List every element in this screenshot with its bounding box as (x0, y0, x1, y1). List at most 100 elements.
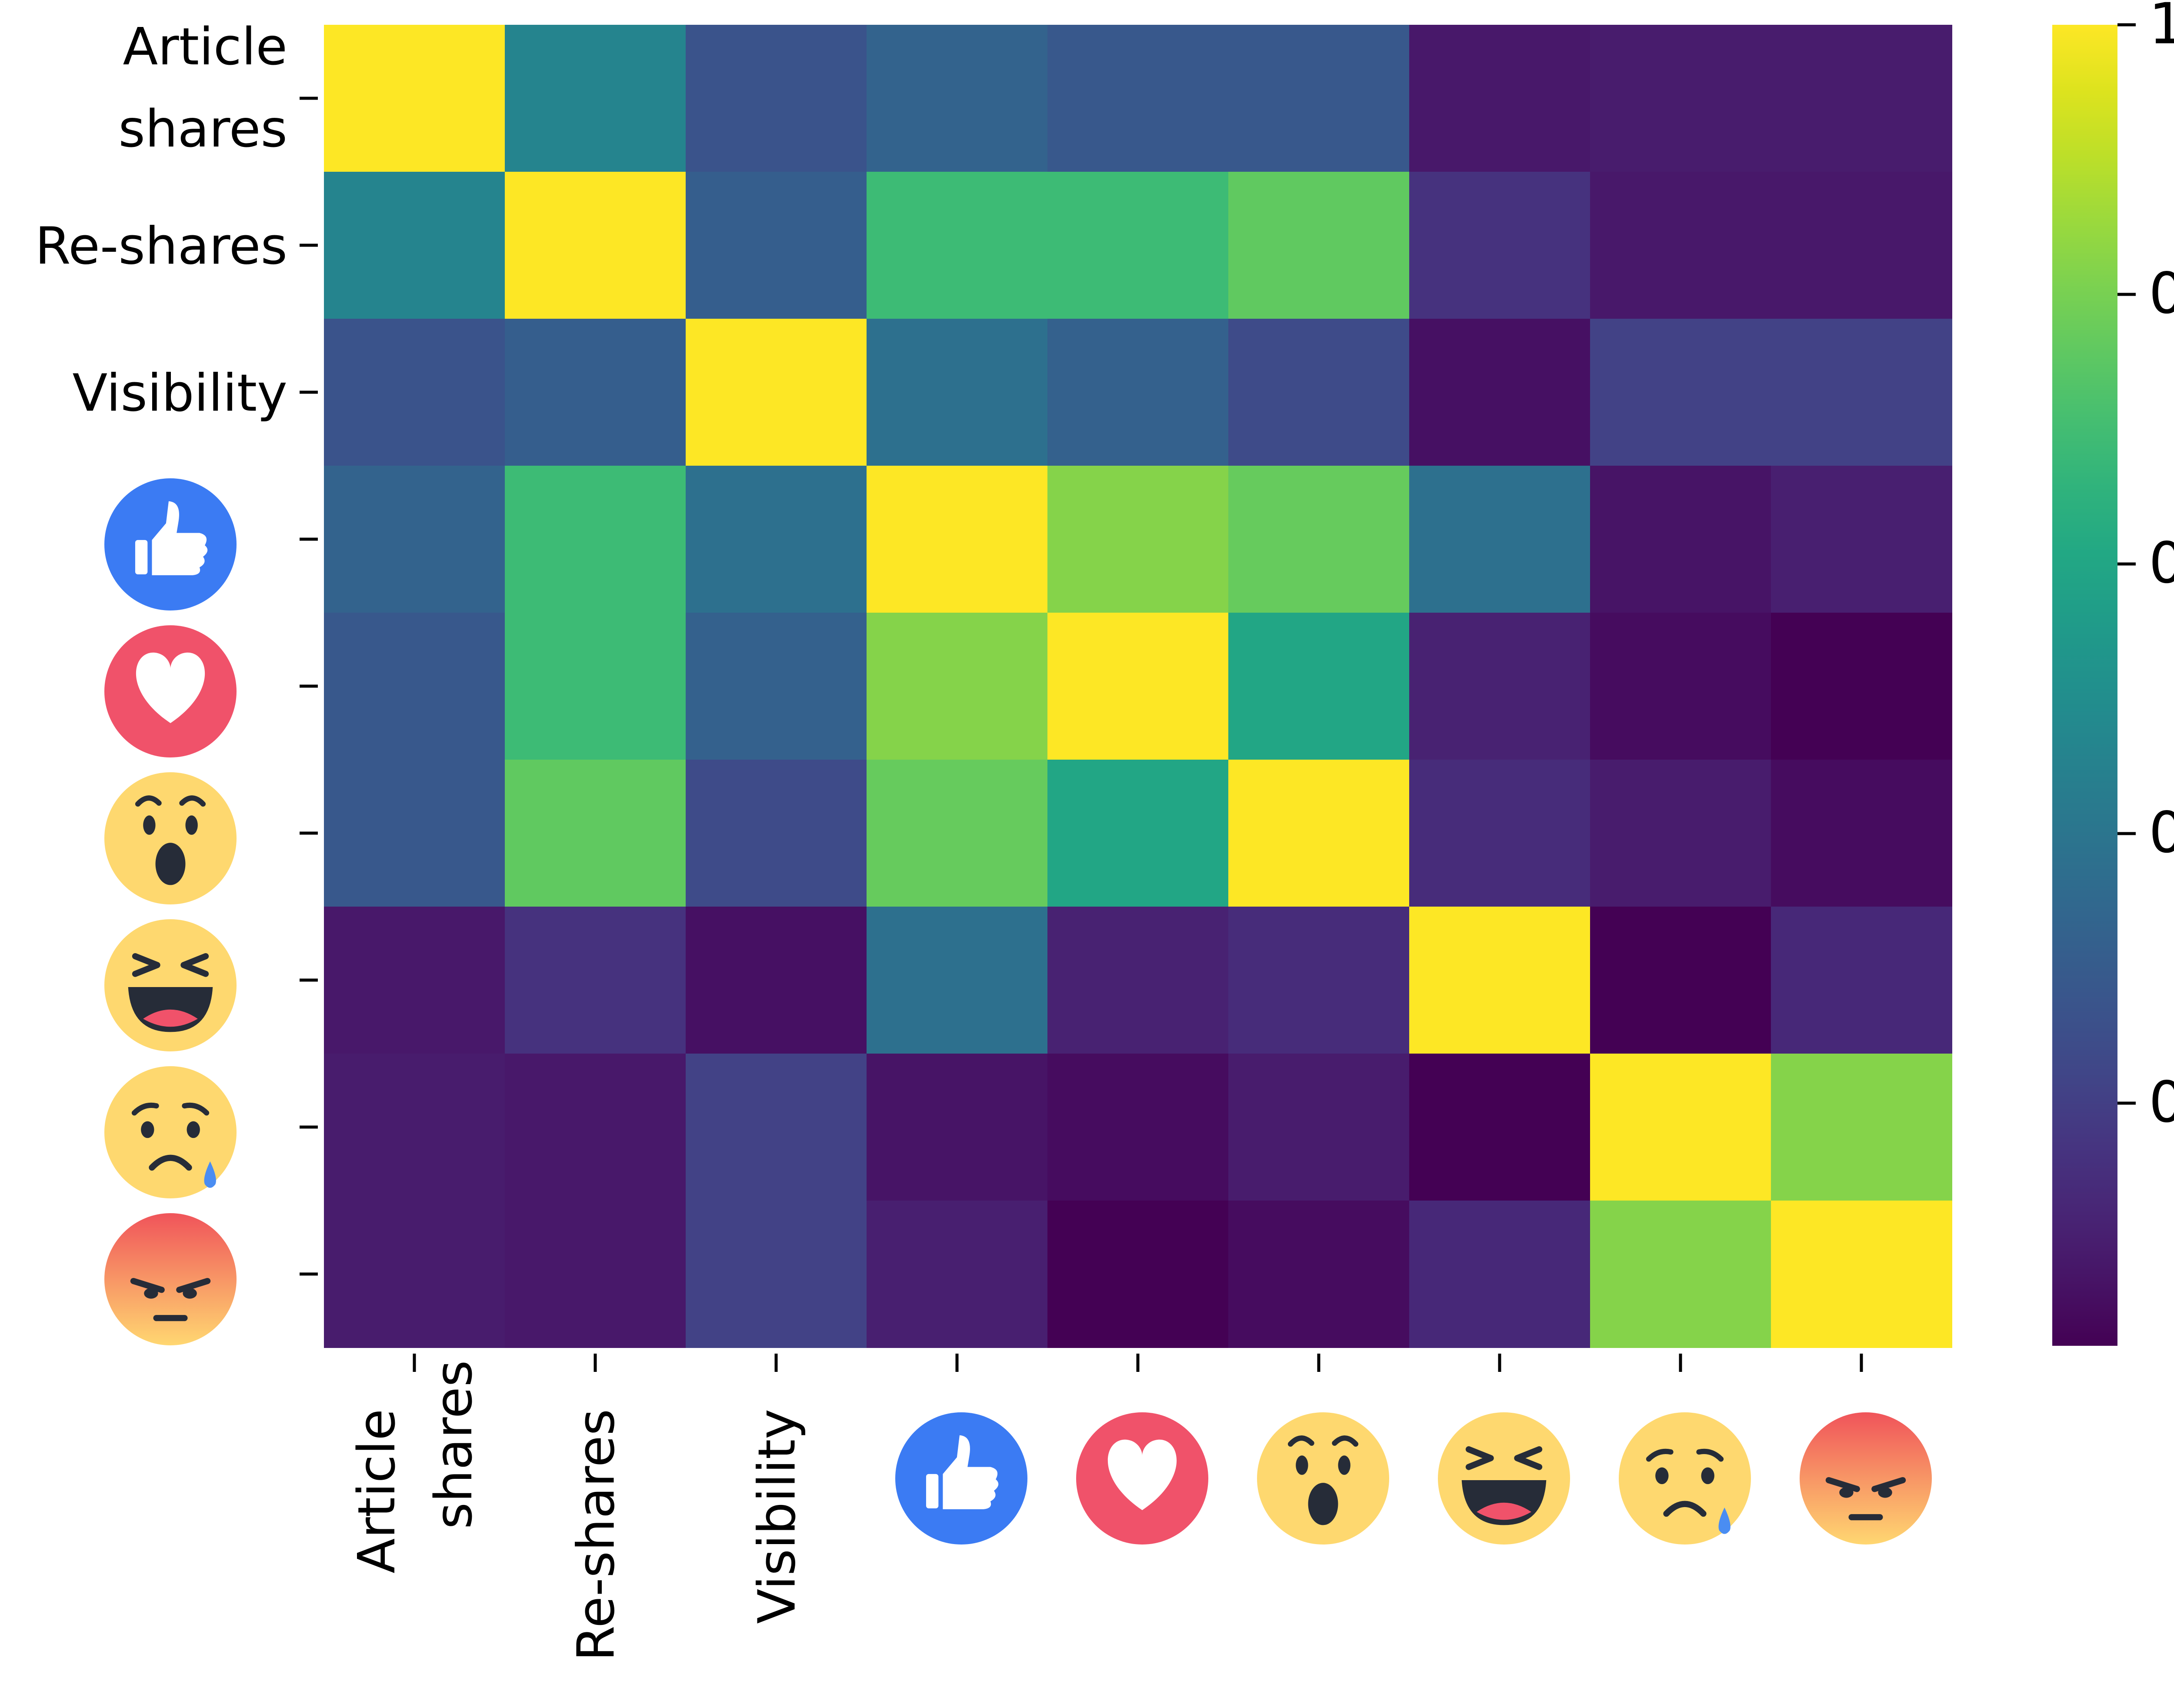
heatmap-cell-r5-c0 (324, 760, 505, 907)
heatmap-cell-r3-c0 (324, 466, 505, 613)
heatmap-cell-r5-c7 (1590, 760, 1771, 907)
heatmap-cell-r6-c3 (867, 907, 1048, 1054)
heatmap-cell-r4-c4 (1047, 613, 1229, 760)
heatmap-cell-r6-c2 (686, 907, 867, 1054)
heatmap-cell-r2-c3 (867, 319, 1048, 466)
heatmap-cell-r6-c7 (1590, 907, 1771, 1054)
heatmap-cell-r2-c5 (1228, 319, 1410, 466)
heatmap-cell-r4-c5 (1228, 613, 1410, 760)
sad-reaction-icon (104, 1066, 237, 1198)
heatmap-cell-r5-c6 (1409, 760, 1590, 907)
heatmap-cell-r0-c0 (324, 25, 505, 172)
heatmap-cell-r6-c5 (1228, 907, 1410, 1054)
heatmap-cell-r1-c0 (324, 172, 505, 319)
heatmap-cell-r2-c7 (1590, 319, 1771, 466)
heatmap-cell-r6-c6 (1409, 907, 1590, 1054)
heatmap-cell-r1-c5 (1228, 172, 1410, 319)
heatmap-cell-r8-c2 (686, 1201, 867, 1348)
col-label-2-line-0: Visibility (747, 1409, 807, 1624)
heatmap-cell-r7-c8 (1771, 1054, 1952, 1201)
heatmap-cell-r4-c7 (1590, 613, 1771, 760)
sad-reaction-icon (1619, 1412, 1751, 1545)
heatmap-cells (324, 25, 1952, 1348)
heatmap-cell-r6-c4 (1047, 907, 1229, 1054)
heatmap-cell-r2-c4 (1047, 319, 1229, 466)
angry-reaction-icon (104, 1213, 237, 1345)
heatmap-cell-r2-c6 (1409, 319, 1590, 466)
like-reaction-icon (104, 478, 237, 610)
heatmap-cell-r2-c2 (686, 319, 867, 466)
colorbar-tick-label-3: 0.8 (2149, 260, 2174, 326)
row-label-1-line-0: Re-shares (35, 216, 287, 276)
col-label-0-line-0: Article (347, 1409, 407, 1574)
heatmap-cell-r3-c8 (1771, 466, 1952, 613)
wow-reaction-icon (104, 772, 237, 904)
heatmap-cell-r7-c7 (1590, 1054, 1771, 1201)
heatmap-cell-r7-c0 (324, 1054, 505, 1201)
heatmap-cell-r3-c2 (686, 466, 867, 613)
row-label-2-line-0: Visibility (72, 363, 287, 423)
heatmap-cell-r6-c1 (505, 907, 686, 1054)
heatmap-cell-r0-c3 (867, 25, 1048, 172)
heatmap-cell-r2-c8 (1771, 319, 1952, 466)
row-label-0-line-0: Article (123, 17, 287, 77)
heatmap-cell-r5-c4 (1047, 760, 1229, 907)
heatmap-cell-r5-c3 (867, 760, 1048, 907)
heatmap-cell-r8-c8 (1771, 1201, 1952, 1348)
heatmap-cell-r1-c1 (505, 172, 686, 319)
colorbar-tick-label-2: 0.6 (2149, 530, 2174, 596)
heatmap-cell-r4-c3 (867, 613, 1048, 760)
heatmap-cell-r0-c1 (505, 25, 686, 172)
wow-reaction-icon (1257, 1412, 1389, 1545)
heatmap-cell-r3-c1 (505, 466, 686, 613)
heatmap-cell-r6-c0 (324, 907, 505, 1054)
heatmap-cell-r4-c1 (505, 613, 686, 760)
heatmap-cell-r3-c7 (1590, 466, 1771, 613)
heatmap-cell-r3-c3 (867, 466, 1048, 613)
heatmap-cell-r5-c5 (1228, 760, 1410, 907)
angry-reaction-icon (1800, 1412, 1932, 1545)
heatmap-cell-r8-c3 (867, 1201, 1048, 1348)
heatmap-cell-r5-c1 (505, 760, 686, 907)
heatmap-cell-r7-c6 (1409, 1054, 1590, 1201)
heatmap-cell-r8-c1 (505, 1201, 686, 1348)
colorbar: 0.2 0.4 0.6 0.8 1.0 (2052, 0, 2174, 1346)
heatmap-cell-r1-c8 (1771, 172, 1952, 319)
love-reaction-icon (104, 625, 237, 757)
heatmap-cell-r5-c8 (1771, 760, 1952, 907)
heatmap-cell-r7-c3 (867, 1054, 1048, 1201)
haha-reaction-icon (1438, 1412, 1570, 1545)
heatmap-cell-r0-c7 (1590, 25, 1771, 172)
heatmap-cell-r2-c0 (324, 319, 505, 466)
heatmap-cell-r0-c6 (1409, 25, 1590, 172)
heatmap-cell-r4-c6 (1409, 613, 1590, 760)
like-reaction-icon (895, 1412, 1027, 1545)
col-label-1-line-0: Re-shares (566, 1409, 626, 1661)
column-axis: Article shares Re-shares Visibility (347, 1354, 1932, 1661)
colorbar-tick-label-4: 1.0 (2149, 0, 2174, 57)
heatmap-cell-r0-c2 (686, 25, 867, 172)
heatmap-cell-r4-c2 (686, 613, 867, 760)
heatmap-cell-r8-c0 (324, 1201, 505, 1348)
heatmap-cell-r7-c5 (1228, 1054, 1410, 1201)
heatmap-cell-r8-c6 (1409, 1201, 1590, 1348)
colorbar-tick-label-0: 0.2 (2149, 1069, 2174, 1135)
heatmap-cell-r1-c2 (686, 172, 867, 319)
love-reaction-icon (1076, 1412, 1208, 1545)
heatmap-cell-r7-c1 (505, 1054, 686, 1201)
heatmap-cell-r1-c7 (1590, 172, 1771, 319)
heatmap-cell-r1-c3 (867, 172, 1048, 319)
heatmap-cell-r4-c8 (1771, 613, 1952, 760)
heatmap-cell-r3-c6 (1409, 466, 1590, 613)
heatmap-cell-r8-c5 (1228, 1201, 1410, 1348)
heatmap-cell-r2-c1 (505, 319, 686, 466)
heatmap-cell-r5-c2 (686, 760, 867, 907)
heatmap-cell-r7-c4 (1047, 1054, 1229, 1201)
heatmap-cell-r4-c0 (324, 613, 505, 760)
col-label-0-line-1: shares (423, 1360, 483, 1529)
heatmap-cell-r1-c6 (1409, 172, 1590, 319)
colorbar-gradient (2052, 25, 2117, 1346)
heatmap-cell-r6-c8 (1771, 907, 1952, 1054)
heatmap-cell-r3-c5 (1228, 466, 1410, 613)
